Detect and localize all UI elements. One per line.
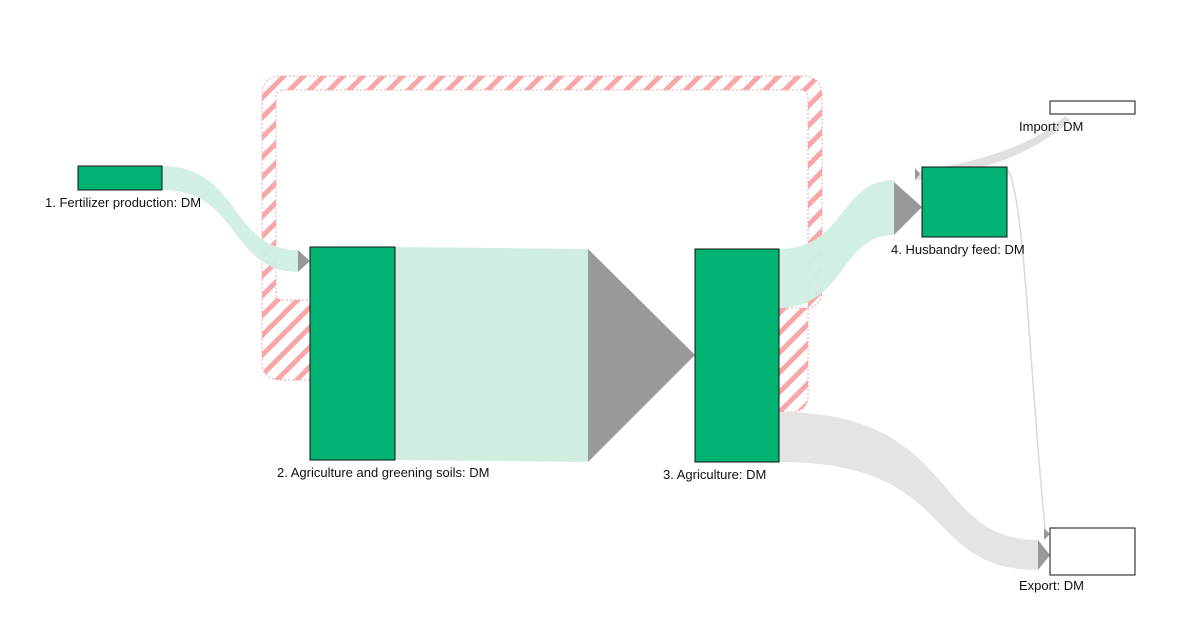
node-agriculture[interactable] [694, 248, 780, 463]
label-husbandry-feed: 4. Husbandry feed: DM [891, 242, 1025, 257]
flow-agriculture-to-export[interactable] [779, 412, 1038, 570]
arrowhead-husbandry-to-export [1044, 528, 1050, 540]
arrowhead-fertilizer-to-soils [298, 250, 310, 272]
node-fertilizer-production[interactable] [77, 165, 163, 191]
label-export: Export: DM [1019, 578, 1084, 593]
node-import[interactable] [1049, 100, 1136, 115]
node-export[interactable] [1049, 527, 1136, 576]
arrowhead-agriculture-to-export [1038, 540, 1050, 570]
label-fertilizer-production: 1. Fertilizer production: DM [45, 195, 201, 210]
flow-agriculture-to-husbandry[interactable] [779, 180, 894, 308]
flow-husbandry-to-export[interactable] [1007, 169, 1046, 529]
node-husbandry-feed[interactable] [921, 166, 1008, 238]
arrowhead-agriculture-to-husbandry [894, 182, 922, 235]
label-agriculture: 3. Agriculture: DM [663, 467, 766, 482]
node-agriculture-and-greening-soils[interactable] [309, 246, 396, 461]
arrowhead-import-to-husbandry [915, 168, 920, 180]
flow-fertilizer-to-soils[interactable] [162, 166, 298, 272]
arrowhead-soils-to-agriculture [588, 249, 695, 462]
flow-soils-to-agriculture[interactable] [395, 247, 588, 462]
label-agriculture-and-greening-soils: 2. Agriculture and greening soils: DM [277, 465, 489, 480]
label-import: Import: DM [1019, 119, 1083, 134]
